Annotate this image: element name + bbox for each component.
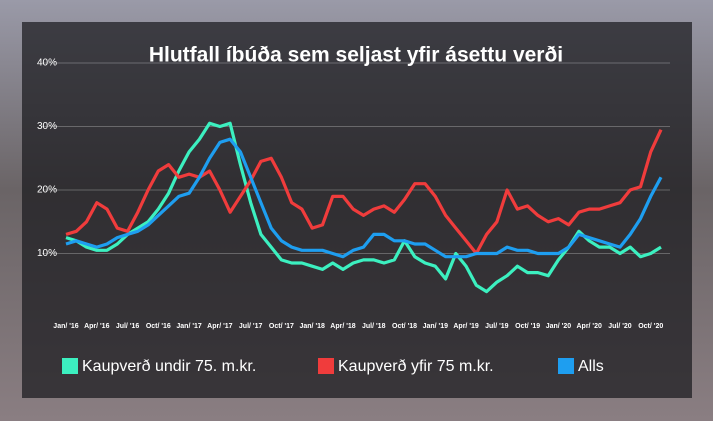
x-tick-label: Jul/ '17 [239,323,263,330]
x-tick-label: Jul/ '16 [116,323,140,330]
x-tick-label: Oct/ '20 [638,323,663,330]
chart-title: Hlutfall íbúða sem seljast yfir ásettu v… [149,44,563,67]
x-tick-label: Apr/ '20 [576,323,602,330]
x-tick-label: Jul/ '18 [362,323,386,330]
legend-swatch [558,358,574,374]
legend-label: Alls [578,358,604,375]
series-line [65,129,663,256]
y-tick-label: 30% [37,121,57,132]
x-tick-label: Jan/ '17 [176,323,202,330]
x-tick-label: Jul/ '19 [485,323,509,330]
x-tick-label: Apr/ '17 [207,323,233,330]
series-line [65,121,662,294]
x-tick-label: Apr/ '18 [330,323,356,330]
legend-swatch [62,358,78,374]
x-tick-label: Oct/ '16 [146,323,171,330]
legend-label: Kaupverð yfir 75 m.kr. [338,358,494,375]
x-tick-label: Apr/ '16 [84,323,110,330]
x-tick-label: Apr/ '19 [453,323,479,330]
x-tick-label: Jul/ '20 [608,323,632,330]
x-tick-label: Oct/ '19 [515,323,540,330]
x-tick-label: Jan/ '20 [546,323,572,330]
x-tick-label: Oct/ '18 [392,323,417,330]
x-tick-label: Oct/ '17 [269,323,294,330]
y-tick-label: 10% [37,248,57,259]
x-tick-label: Jan/ '18 [300,323,326,330]
plot: 10% 20% 30% 40% Jan/ '16 Apr/ '16 Jul/ '16 Oct/… [37,58,670,375]
y-tick-label: 40% [37,58,57,69]
x-tick-label: Jan/ '16 [53,323,79,330]
series-line [65,137,663,259]
y-tick-label: 20% [37,185,57,196]
legend-label: Kaupverð undir 75. m.kr. [82,358,256,375]
x-tick-label: Jan/ '19 [423,323,449,330]
legend-swatch [318,358,334,374]
